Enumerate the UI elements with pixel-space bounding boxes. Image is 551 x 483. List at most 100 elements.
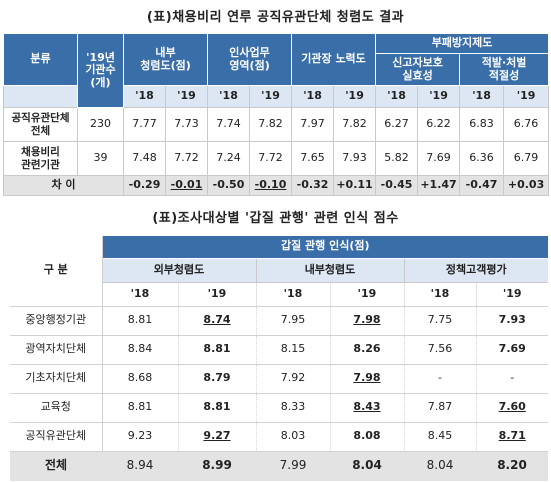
value-cell: 8.15 [255,335,330,365]
difference-cell: -0.45 [375,175,419,196]
row-label-line1: 공직유관단체 [11,112,70,125]
header-whistleblower-line2: 실효성 [402,68,433,82]
total-cell: 7.99 [256,450,330,481]
value-cell: - [403,364,476,394]
total-cell: 8.04 [330,450,404,481]
row-label: 중앙행정기관 [10,306,103,336]
year-header: '18 [459,85,505,108]
header-anti-corruption: 부패방지제도 [375,33,550,54]
total-cell: 8.04 [404,450,476,481]
header-hr-line2: 영역(점) [229,58,270,72]
value-cell: 7.72 [249,141,293,176]
row-label: 광역자치단체 [10,335,103,365]
value-cell: 7.69 [475,335,548,365]
total-cell: 8.99 [178,450,256,481]
year-header: '19 [475,282,548,307]
value-cell: 7.87 [403,393,476,423]
value-cell: 8.74 [177,306,256,336]
year-header: '18 [291,85,335,108]
difference-label: 차 이 [3,175,124,196]
value-cell: 7.24 [207,141,251,176]
value-cell: 7.93 [333,141,377,176]
year-header: '19 [249,85,293,108]
row-label-line1: 채용비리 [21,146,60,159]
value-cell: 7.92 [255,364,330,394]
header-org-count-line2: 기관수 [85,63,116,77]
header-punishment-line2: 적절성 [488,68,520,82]
value-cell: 6.83 [459,107,505,142]
total-cell: 8.94 [102,450,178,481]
row-label: 공직유관단체 전체 [3,107,78,142]
gapjil-perception-table: 구 분 갑질 관행 인식(점) 외부청렴도 내부청렴도 정책고객평가 '18 '… [10,236,548,481]
difference-cell: -0.50 [207,175,251,196]
sub-header-policy: 정책고객평가 [403,258,548,283]
value-cell: 6.27 [375,107,419,142]
header-org-count-line3: (개) [90,75,111,89]
value-cell: 7.69 [417,141,461,176]
header-internal-line1: 내부 [155,45,176,59]
value-cell: 7.60 [475,393,548,423]
value-cell: 8.43 [329,393,404,423]
value-cell: 7.48 [123,141,166,176]
row-label-line2: 관련기관 [21,158,60,171]
difference-cell: -0.01 [164,175,209,196]
value-cell: 8.26 [329,335,404,365]
table-row: 광역자치단체 8.84 8.81 8.15 8.26 7.56 7.69 [10,335,548,365]
table-row: 공직유관단체 9.23 9.27 8.03 8.08 8.45 8.71 [10,422,548,452]
row-label: 교육청 [10,393,103,423]
row-group-header: 구 분 [10,236,103,307]
value-cell: 8.68 [101,364,178,394]
value-cell: 7.75 [403,306,476,336]
value-cell: 7.98 [329,364,404,394]
year-header: '18 [375,85,419,108]
difference-cell: +1.47 [417,175,461,196]
year-header: '19 [329,282,404,307]
header-punishment: 적발·처벌 적절성 [459,53,550,86]
value-cell: 8.81 [177,335,256,365]
value-cell: 9.27 [177,422,256,452]
value-cell: 8.08 [329,422,404,452]
value-cell: 7.95 [255,306,330,336]
value-cell: 7.98 [329,306,404,336]
total-label: 전체 [10,450,102,481]
difference-row: 차 이 -0.29 -0.01 -0.50 -0.10 -0.32 +0.11 … [3,175,550,196]
difference-cell: -0.29 [123,175,166,196]
header-whistleblower-line1: 신고자보호 [392,55,443,69]
header-internal-integrity: 내부 청렴도(점) [122,33,209,86]
value-cell: 8.45 [403,422,476,452]
header-org-count-line1: '19년 [86,50,115,64]
table-row: 교육청 8.81 8.81 8.33 8.43 7.87 7.60 [10,393,548,423]
row-label: 공직유관단체 [10,422,103,452]
year-header: '19 [417,85,461,108]
header-whistleblower: 신고자보호 실효성 [375,53,461,86]
value-cell: 7.74 [207,107,251,142]
year-header: '19 [503,85,550,108]
sub-header-external: 외부청렴도 [101,258,256,283]
header-hr-line1: 인사업무 [229,45,270,59]
value-cell: 5.82 [375,141,419,176]
row-label: 채용비리 관련기관 [3,141,78,176]
table2-title: (표)조사대상별 '갑질 관행' 관련 인식 점수 [152,211,399,226]
year-header: '19 [164,85,209,108]
value-cell: 8.03 [255,422,330,452]
value-cell: 8.71 [475,422,548,452]
row-label: 기초자치단체 [10,364,103,394]
difference-cell: +0.03 [503,175,550,196]
year-header: '18 [207,85,251,108]
row-label-line2: 전체 [30,124,51,137]
value-cell: 7.77 [123,107,166,142]
total-row: 전체 8.94 8.99 7.99 8.04 8.04 8.20 [10,450,548,481]
value-cell: 7.56 [403,335,476,365]
year-spacer [3,85,78,108]
year-header: '18 [255,282,330,307]
total-cell: 8.20 [476,450,548,481]
value-cell: 8.79 [177,364,256,394]
value-cell: 8.84 [101,335,178,365]
year-header: '19 [333,85,377,108]
value-cell: 7.93 [475,306,548,336]
value-cell: 7.82 [333,107,377,142]
table1-title: (표)채용비리 연루 공직유관단체 청렴도 결과 [146,10,405,25]
table-row: 공직유관단체 전체 230 7.77 7.73 7.74 7.82 7.97 7… [3,107,550,142]
value-cell: 8.81 [177,393,256,423]
header-punishment-line1: 적발·처벌 [481,55,527,69]
